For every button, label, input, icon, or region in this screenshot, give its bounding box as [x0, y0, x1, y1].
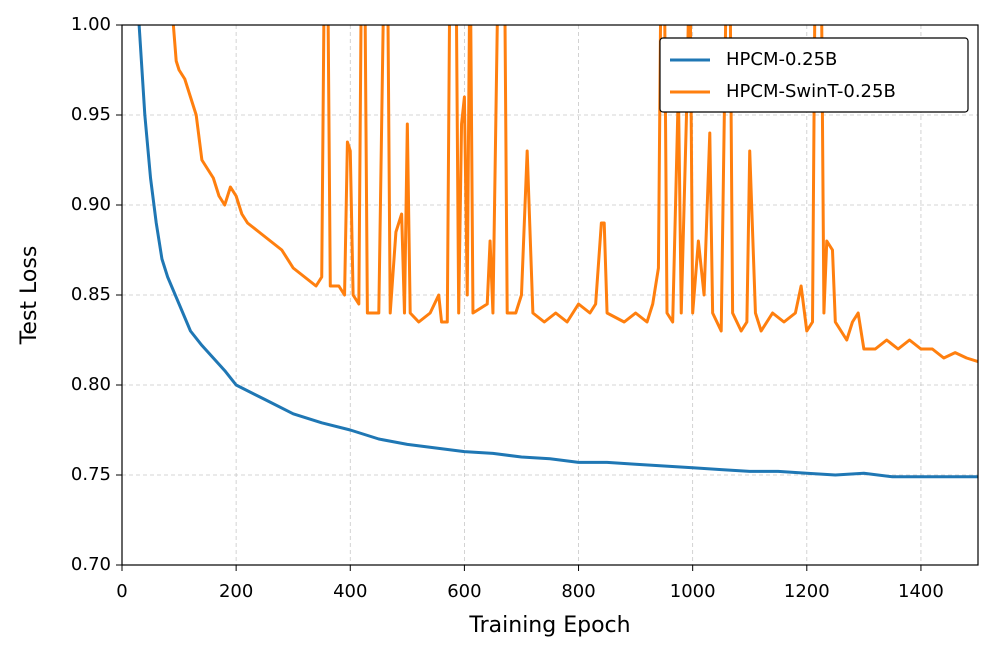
- x-tick-label: 1400: [898, 581, 944, 602]
- x-tick-label: 800: [561, 581, 595, 602]
- legend-box: [659, 37, 969, 113]
- x-tick-label: 200: [219, 581, 253, 602]
- x-tick-label: 600: [447, 581, 481, 602]
- x-tick-label: 1000: [670, 581, 716, 602]
- series-line: [171, 25, 978, 364]
- y-tick-label: 0.70: [71, 554, 111, 575]
- x-tick-label: 400: [333, 581, 367, 602]
- x-axis-label: Training Epoch: [468, 613, 630, 638]
- y-tick-label: 0.85: [71, 284, 111, 305]
- x-tick-label: 0: [116, 581, 127, 602]
- y-tick-label: 0.80: [71, 374, 111, 395]
- y-tick-label: 0.90: [71, 194, 111, 215]
- y-tick-label: 1.00: [71, 14, 111, 35]
- series-line: [137, 25, 978, 479]
- plot-area: [137, 25, 978, 479]
- legend-label: HPCM-0.25B: [726, 49, 837, 70]
- plot-frame: [121, 24, 979, 566]
- y-tick-label: 0.75: [71, 464, 111, 485]
- legend-label: HPCM-SwinT-0.25B: [726, 81, 896, 102]
- x-tick-label: 1200: [784, 581, 830, 602]
- y-tick-label: 0.95: [71, 104, 111, 125]
- y-axis-label: Test Loss: [17, 246, 42, 346]
